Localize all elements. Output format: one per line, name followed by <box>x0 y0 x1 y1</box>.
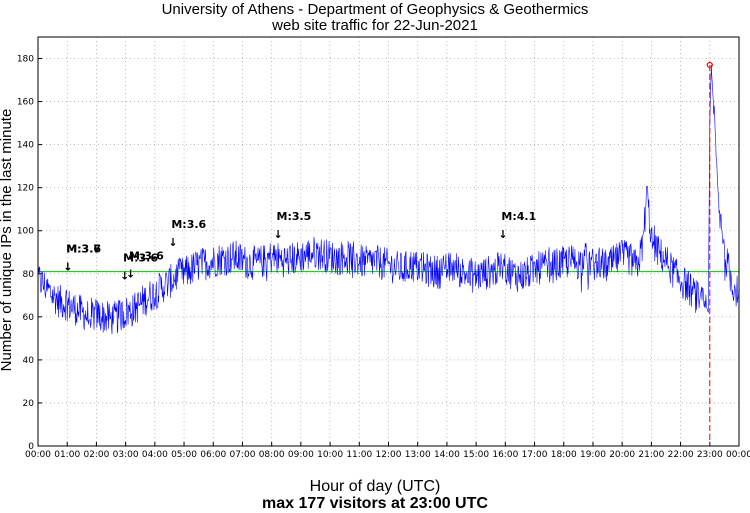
x-tick-label: 03:00 <box>113 450 139 460</box>
y-tick-label: 100 <box>17 227 34 237</box>
x-tick-labels: 00:00 01:00 02:00 03:00 04:00 05:00 06:00 07:00… <box>25 450 750 460</box>
plot-frame <box>37 36 740 447</box>
x-tick-label: 06:00 <box>200 450 226 460</box>
x-tick-label: 10:00 <box>317 450 343 460</box>
chart-title: University of Athens - Department of Geo… <box>161 1 589 18</box>
down-arrow-icon: ↓ <box>168 236 177 249</box>
chart-subtitle: web site traffic for 22-Jun-2021 <box>272 17 478 34</box>
x-tick-label: 14:00 <box>434 450 460 460</box>
magnitude-label: M:3.7 <box>66 242 101 255</box>
y-tick-labels: 0 20 40 60 80 100 120 140 160 180 <box>17 55 34 452</box>
y-tick-label: 60 <box>23 313 35 323</box>
x-tick-label: 01:00 <box>54 450 80 460</box>
x-tick-label: 05:00 <box>171 450 197 460</box>
down-arrow-icon: ↓ <box>63 260 72 273</box>
x-tick-label: 19:00 <box>580 450 606 460</box>
x-tick-label: 18:00 <box>551 450 577 460</box>
down-arrow-icon: ↓ <box>120 270 129 283</box>
magnitude-label: M:4.1 <box>501 210 536 223</box>
y-tick-label: 160 <box>17 98 34 108</box>
plot-area <box>37 61 740 446</box>
magnitude-label: M:3.6 <box>171 218 206 231</box>
x-tick-label: 12:00 <box>376 450 402 460</box>
down-arrow-icon: ↓ <box>126 268 135 281</box>
magnitude-annotations: M:3.7↓M:3.6↓M:3.6↓M:3.6↓M:3.6↓M:3.5↓M:4.… <box>63 210 536 283</box>
x-tick-label: 04:00 <box>142 450 168 460</box>
grid-lines <box>37 37 740 447</box>
x-tick-label: 13:00 <box>405 450 431 460</box>
x-tick-label: 09:00 <box>288 450 314 460</box>
down-arrow-icon: ↓ <box>63 260 72 273</box>
x-axis-label: Hour of day (UTC) <box>309 478 441 495</box>
y-tick-label: 40 <box>23 356 35 366</box>
y-tick-label: 80 <box>23 270 35 280</box>
x-tick-label: 07:00 <box>229 450 255 460</box>
x-tick-label: 20:00 <box>609 450 635 460</box>
x-tick-label: 08:00 <box>259 450 285 460</box>
down-arrow-icon: ↓ <box>498 228 507 241</box>
y-tick-label: 140 <box>17 141 34 151</box>
max-visitors-caption: max 177 visitors at 23:00 UTC <box>262 495 488 512</box>
x-tick-label: 00:00 <box>25 450 51 460</box>
y-tick-label: 180 <box>17 55 34 65</box>
x-tick-label: 22:00 <box>668 450 694 460</box>
x-tick-label: 23:00 <box>697 450 723 460</box>
magnitude-label: M:3.6 <box>66 242 101 255</box>
magnitude-label: M:3.6 <box>123 252 158 265</box>
x-tick-label: 17:00 <box>522 450 548 460</box>
max-marker-point <box>706 61 713 69</box>
x-tick-label: 15:00 <box>463 450 489 460</box>
y-tick-label: 120 <box>17 184 34 194</box>
down-arrow-icon: ↓ <box>274 228 283 241</box>
x-tick-label: 11:00 <box>346 450 372 460</box>
visitors-series-line <box>37 64 740 335</box>
magnitude-label: M:3.5 <box>277 210 312 223</box>
x-tick-label: 00:00 <box>726 450 750 460</box>
magnitude-label: M:3.6 <box>129 250 164 263</box>
y-tick-label: 0 <box>28 442 34 452</box>
x-tick-label: 16:00 <box>492 450 518 460</box>
x-tick-label: 21:00 <box>638 450 664 460</box>
y-tick-label: 20 <box>23 399 35 409</box>
x-tick-label: 02:00 <box>83 450 109 460</box>
